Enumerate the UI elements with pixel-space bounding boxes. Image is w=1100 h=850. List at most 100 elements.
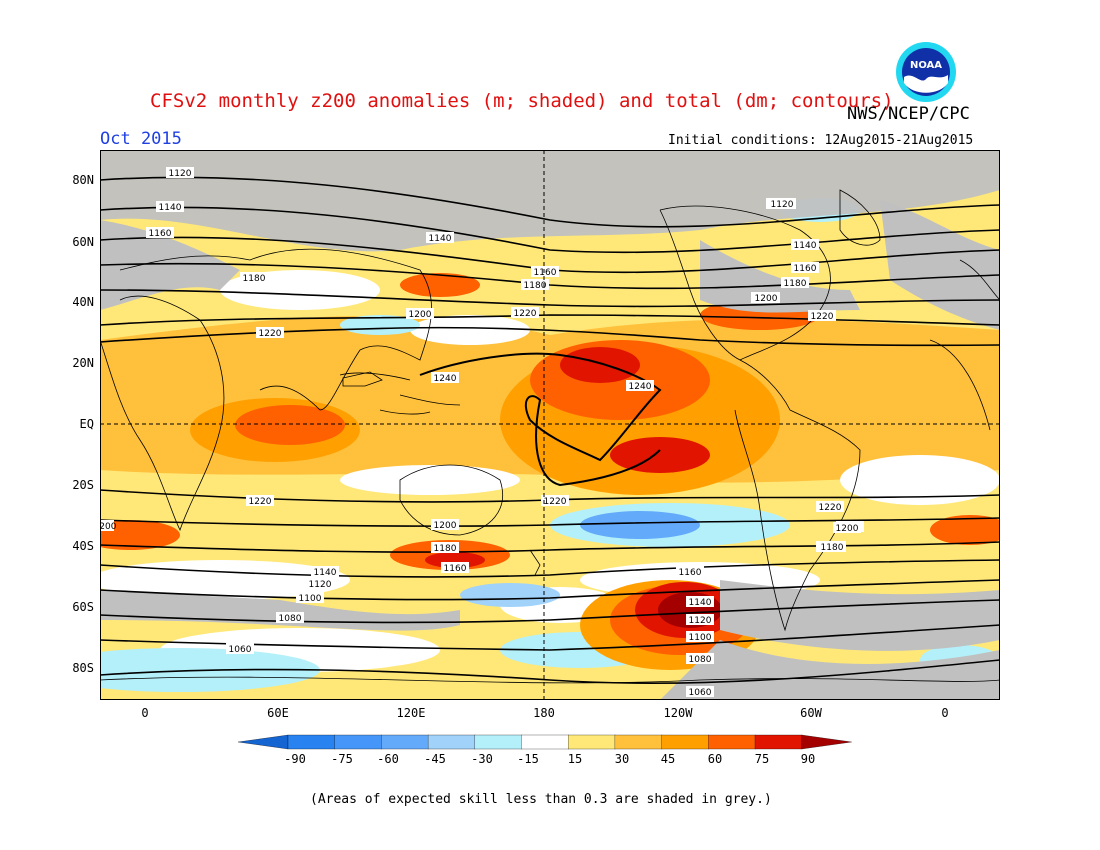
contour-label: 1160 bbox=[441, 562, 469, 574]
chart-title: CFSv2 monthly z200 anomalies (m; shaded)… bbox=[150, 90, 894, 112]
svg-text:1200: 1200 bbox=[836, 524, 859, 534]
colorbar-swatch bbox=[427, 734, 476, 750]
colorbar-swatch bbox=[334, 734, 383, 750]
contour-label: 1180 bbox=[240, 272, 268, 284]
contour-label: 1200 bbox=[752, 292, 780, 304]
map-frame bbox=[100, 150, 1000, 700]
svg-text:1240: 1240 bbox=[629, 382, 652, 392]
colorbar-swatch bbox=[568, 734, 616, 750]
contour-label: 1160 bbox=[531, 266, 559, 278]
contour-label: 1100 bbox=[296, 592, 324, 604]
noaa-logo-icon: NOAA bbox=[896, 42, 956, 102]
svg-text:1240: 1240 bbox=[434, 374, 457, 384]
logo-text: NOAA bbox=[910, 60, 942, 71]
contour-label: 1120 bbox=[166, 167, 194, 179]
svg-text:1060: 1060 bbox=[229, 645, 252, 655]
colorbar-label: -15 bbox=[517, 752, 539, 766]
svg-text:1120: 1120 bbox=[169, 169, 192, 179]
lat-label: EQ bbox=[79, 417, 94, 431]
svg-text:1200: 1200 bbox=[755, 294, 778, 304]
contour-label: 1060 bbox=[226, 643, 254, 655]
lon-label: 0 bbox=[941, 706, 949, 720]
svg-text:1120: 1120 bbox=[309, 580, 332, 590]
contour-label: 1180 bbox=[818, 541, 846, 553]
low-skill-grey-shading bbox=[100, 150, 1000, 700]
svg-text:1200: 1200 bbox=[434, 521, 457, 531]
contour-label: 1220 bbox=[541, 495, 569, 507]
svg-text:1080: 1080 bbox=[689, 655, 712, 665]
contour-label: 1160 bbox=[791, 262, 819, 274]
lon-label: 120E bbox=[396, 706, 426, 720]
colorbar-swatch bbox=[708, 734, 756, 750]
contour-label: 1220 bbox=[256, 327, 284, 339]
reference-lines bbox=[100, 150, 1000, 700]
colorbar-label: -30 bbox=[471, 752, 493, 766]
lon-label: 120W bbox=[663, 706, 693, 720]
svg-text:1220: 1220 bbox=[514, 309, 537, 319]
contour-label: 1160 bbox=[146, 227, 174, 239]
colorbar-swatch bbox=[661, 734, 709, 750]
colorbar-label: 15 bbox=[567, 752, 583, 766]
colorbar-swatch bbox=[381, 734, 429, 750]
svg-text:1200: 1200 bbox=[409, 310, 432, 320]
contour-label: 1240 bbox=[431, 372, 459, 384]
svg-text:1140: 1140 bbox=[689, 598, 712, 608]
anomaly-shading bbox=[100, 198, 1000, 692]
svg-text:1060: 1060 bbox=[689, 688, 712, 698]
colorbar-swatch bbox=[287, 734, 336, 750]
coastlines bbox=[100, 189, 1000, 684]
contour-label: 1160 bbox=[676, 566, 704, 578]
svg-text:1220: 1220 bbox=[249, 497, 272, 507]
svg-text:1100: 1100 bbox=[689, 633, 712, 643]
contour-label: 1180 bbox=[781, 277, 809, 289]
colorbar-label: -60 bbox=[377, 752, 399, 766]
agency-label: NWS/NCEP/CPC bbox=[847, 104, 970, 124]
svg-text:1120: 1120 bbox=[771, 200, 794, 210]
contour-label: 1220 bbox=[511, 307, 539, 319]
colorbar bbox=[238, 734, 852, 750]
svg-text:1160: 1160 bbox=[149, 229, 172, 239]
svg-text:1180: 1180 bbox=[243, 274, 266, 284]
colorbar-swatch bbox=[521, 734, 569, 750]
lon-label: 0 bbox=[141, 706, 149, 720]
contour-label: 1140 bbox=[311, 566, 339, 578]
lat-label: 20N bbox=[72, 356, 94, 370]
svg-text:1180: 1180 bbox=[784, 279, 807, 289]
svg-text:1140: 1140 bbox=[794, 241, 817, 251]
colorbar-label: 90 bbox=[800, 752, 816, 766]
contour-label: 1080 bbox=[686, 653, 714, 665]
colorbar-label: 75 bbox=[754, 752, 770, 766]
anomaly-map: 1120 1140 1160 1180 1200 1220 1240 1220 … bbox=[100, 150, 1000, 700]
svg-text:1140: 1140 bbox=[159, 203, 182, 213]
contour-label: 1200 bbox=[406, 308, 434, 320]
svg-text:1160: 1160 bbox=[444, 564, 467, 574]
forecast-month: Oct 2015 bbox=[100, 129, 182, 149]
svg-text:1140: 1140 bbox=[314, 568, 337, 578]
contour-label: 1180 bbox=[431, 542, 459, 554]
colorbar-swatch bbox=[801, 734, 852, 750]
svg-text:1120: 1120 bbox=[689, 616, 712, 626]
contour-label: 1220 bbox=[816, 501, 844, 513]
svg-text:1200: 1200 bbox=[100, 522, 117, 532]
contour-labels: 1120 1140 1160 1180 1200 1220 1240 1220 … bbox=[100, 167, 864, 698]
lat-label: 40S bbox=[72, 539, 94, 553]
lat-label: 60N bbox=[72, 235, 94, 249]
svg-text:1220: 1220 bbox=[544, 497, 567, 507]
svg-text:1180: 1180 bbox=[821, 543, 844, 553]
colorbar-swatch bbox=[614, 734, 663, 750]
contour-label: 1200 bbox=[833, 522, 861, 534]
contour-label: 1140 bbox=[156, 201, 184, 213]
contour-label: 1220 bbox=[246, 495, 274, 507]
colorbar-label: -90 bbox=[284, 752, 306, 766]
contour-label: 1200 bbox=[100, 520, 117, 532]
contour-label: 1120 bbox=[768, 198, 796, 210]
lon-label: 60W bbox=[800, 706, 822, 720]
contour-label: 1220 bbox=[808, 310, 836, 322]
svg-text:1220: 1220 bbox=[819, 503, 842, 513]
contour-label: 1120 bbox=[306, 578, 334, 590]
svg-text:1140: 1140 bbox=[429, 234, 452, 244]
contour-label: 1200 bbox=[431, 519, 459, 531]
svg-text:1180: 1180 bbox=[524, 281, 547, 291]
svg-text:1220: 1220 bbox=[259, 329, 282, 339]
colorbar-swatch bbox=[754, 734, 803, 750]
